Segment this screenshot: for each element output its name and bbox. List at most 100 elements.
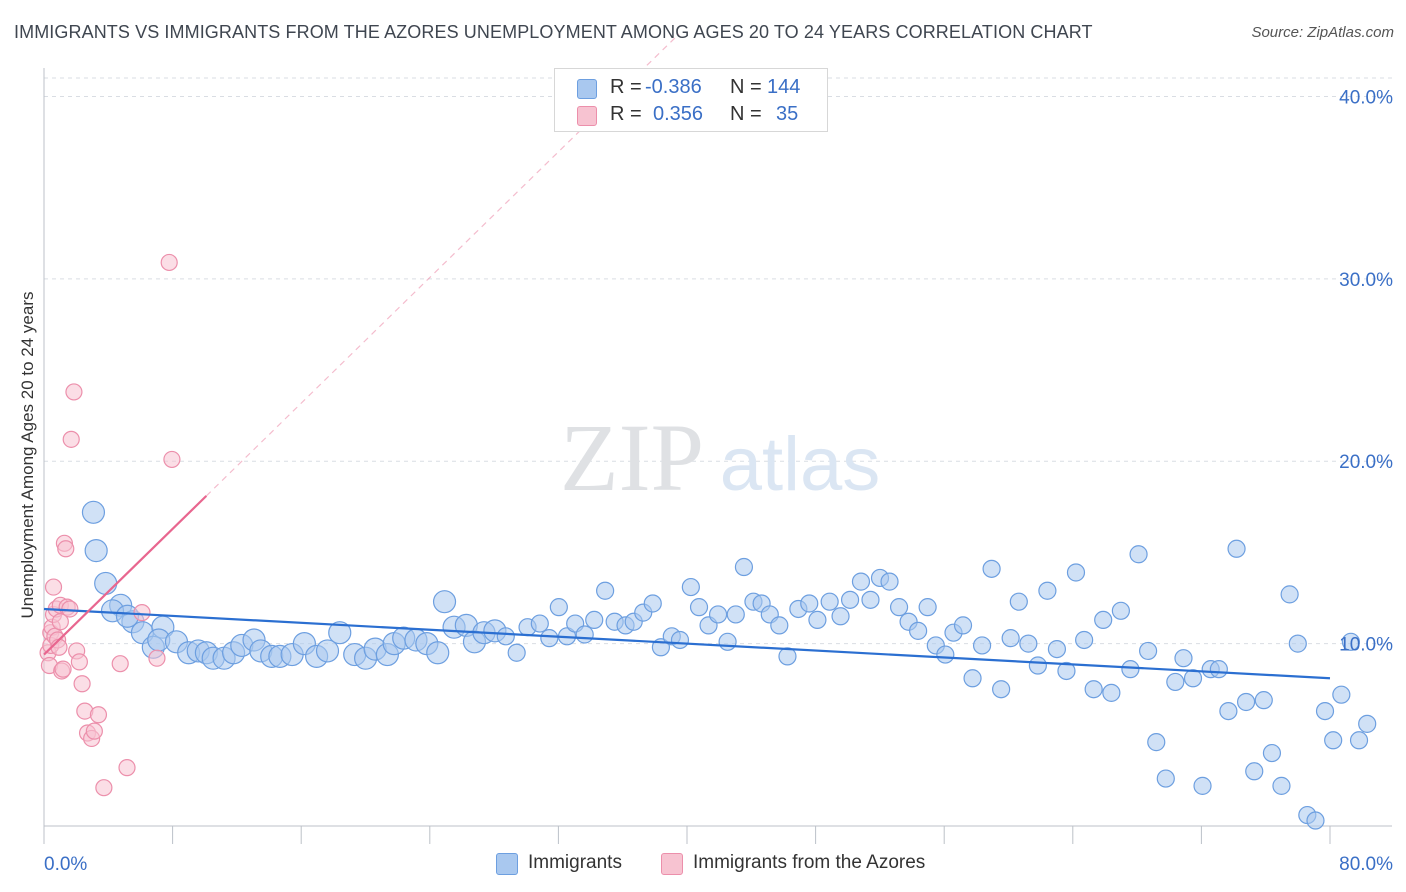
azores-point [95,779,113,797]
immigrants-point [992,680,1011,699]
immigrants-point [1324,731,1343,750]
immigrants-point [1341,632,1360,651]
immigrants-point [1111,601,1130,620]
immigrants-point [726,605,745,624]
immigrants-point [432,590,457,614]
azores-point [111,655,129,673]
immigrants-points [81,500,1377,830]
legend-r-label: R = [610,103,642,125]
immigrants-point [1028,656,1047,675]
immigrants-point [808,610,827,630]
immigrants-point [549,598,568,617]
immigrants-point [1047,639,1067,659]
immigrants-point [889,598,909,617]
y-tick-label: 20.0% [1339,452,1393,473]
immigrants-point [643,594,662,613]
bottom-legend-immigrants: Immigrants [496,852,646,876]
immigrants-point [778,647,797,666]
immigrants-point [770,616,789,635]
immigrants-point [575,625,594,644]
legend-row-immigrants: R = -0.386 N = 144 [555,75,827,101]
bottom-legend-label-immigrants: Immigrants [528,852,622,873]
immigrants-point [1156,769,1175,788]
immigrants-point [670,630,690,650]
immigrants-point [1272,776,1291,795]
immigrants-point [1183,669,1203,688]
immigrants-point [880,572,899,591]
immigrants-point [1057,661,1076,681]
immigrants-point [496,627,515,646]
azores-point [70,653,88,671]
y-tick-label: 40.0% [1339,87,1393,108]
legend-swatch-immigrants [577,79,597,99]
immigrants-point [1129,545,1148,564]
immigrants-point [1332,685,1351,704]
immigrants-point [1193,776,1212,795]
azores-point [62,430,80,448]
immigrants-point [426,641,450,665]
immigrants-point [1166,672,1185,692]
immigrants-point [1349,731,1369,750]
immigrants-point [982,559,1001,578]
immigrants-point [972,636,992,655]
azores-point [50,638,68,656]
immigrants-point [1174,649,1193,668]
azores-point [65,383,83,401]
immigrants-point [918,598,937,617]
bottom-legend-label-azores: Immigrants from the Azores [693,852,926,873]
immigrants-point [1075,630,1094,650]
immigrants-point [708,605,728,624]
immigrants-point [1288,634,1307,653]
immigrants-point [1001,629,1020,648]
bottom-legend-swatch-immigrants [496,853,518,875]
azores-point [57,540,75,558]
watermark: ZIP atlas [560,404,880,511]
azores-point [85,722,103,740]
immigrants-point [1262,743,1282,763]
azores-trend-line [43,495,208,656]
azores-point [89,706,108,724]
immigrants-point [1306,811,1325,830]
azores-point [163,450,181,469]
immigrants-point [1084,680,1103,699]
immigrants-point [909,621,928,640]
immigrants-point [585,610,604,630]
correlation-legend: R = -0.386 N = 144 R = 0.356 N = 35 [554,68,828,132]
immigrants-point [507,643,526,662]
bottom-legend-azores: Immigrants from the Azores [661,852,961,876]
immigrants-point [328,621,352,645]
immigrants-point [1094,610,1113,630]
axes [43,68,1392,844]
immigrants-point [800,594,819,613]
immigrants-point [84,539,108,563]
immigrants-point [1254,691,1273,710]
immigrants-point [530,614,549,633]
legend-r-value-azores: 0.356 [653,103,704,125]
tick-labels: 10.0% 20.0% 30.0% 40.0% 0.0% 80.0% [44,87,1393,875]
immigrants-point [1219,701,1238,721]
x-tick-label: 80.0% [1339,854,1393,875]
immigrants-point [1245,762,1264,781]
azores-point [44,578,63,596]
immigrants-point [1038,581,1057,600]
immigrants-point [1121,660,1140,679]
immigrants-point [1138,641,1158,661]
immigrants-point [1358,714,1377,733]
immigrants-point [734,557,754,577]
x-tick-label: 0.0% [44,854,87,875]
legend-r-label: R = [610,76,642,98]
azores-point [160,253,178,272]
immigrants-point [689,598,709,617]
source-credit: Source: ZipAtlas.com [1251,24,1394,41]
immigrants-point [1066,563,1086,582]
immigrants-point [1236,692,1256,712]
legend-r-value-immigrants: -0.386 [645,76,702,98]
azores-point [54,660,72,678]
immigrants-trend-line [43,607,1331,680]
immigrants-point [936,645,955,664]
legend-n-value-azores: 35 [776,103,799,125]
y-tick-label: 30.0% [1339,270,1393,291]
chart-title: IMMIGRANTS VS IMMIGRANTS FROM THE AZORES… [14,22,1093,42]
azores-points [39,253,181,797]
